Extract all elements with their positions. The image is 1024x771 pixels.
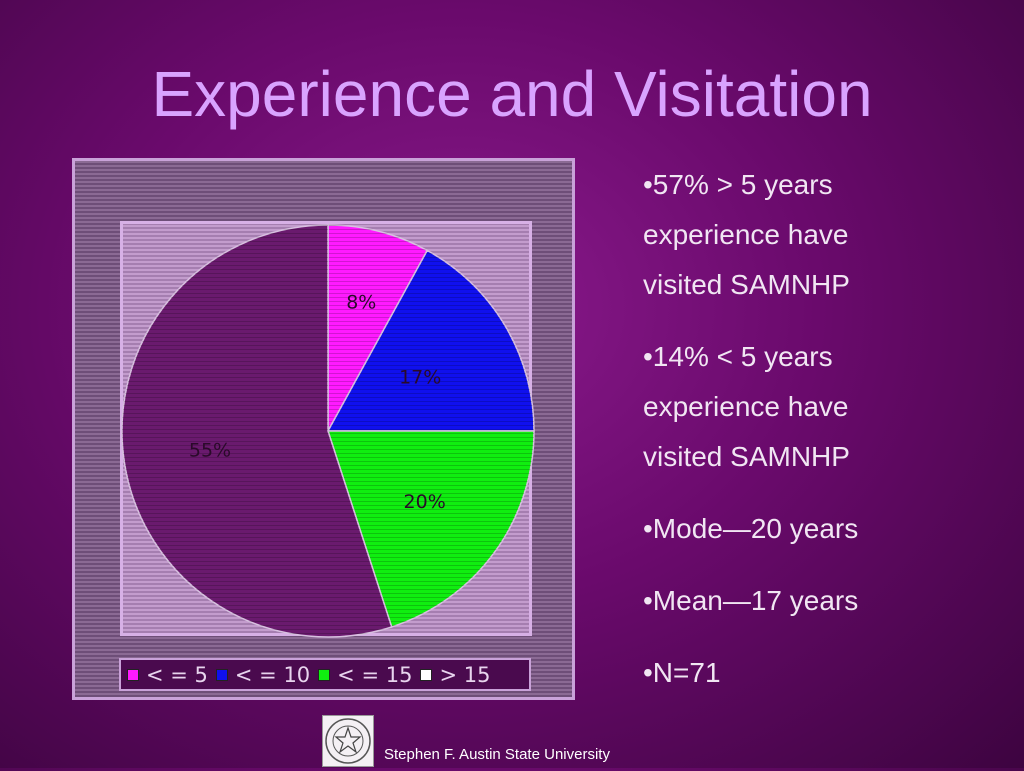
legend-item-1: < = 5	[127, 663, 208, 687]
legend-swatch-2	[215, 668, 228, 681]
footer: Stephen F. Austin State University	[322, 715, 610, 767]
bullet-list: •57% > 5 years experience have visited S…	[643, 160, 1013, 698]
chart-legend: < = 5 < = 10 < = 15 > 15	[119, 658, 531, 691]
legend-item-3: < = 15	[318, 663, 412, 687]
footer-text: Stephen F. Austin State University	[384, 746, 610, 763]
pie-label-2: 17%	[399, 366, 441, 388]
bullet-1: •57% > 5 years experience have visited S…	[643, 169, 850, 300]
pie-slice-hatch-1	[328, 225, 428, 431]
bullet-3: •Mode—20 years	[643, 513, 859, 544]
pie-slice-hatch-2	[328, 250, 534, 431]
chart-frame: 8% 17% 20% 55% < = 5 < = 10 < = 15 > 15	[72, 158, 575, 700]
legend-label-2: < = 10	[234, 662, 311, 687]
slide-title: Experience and Visitation	[151, 58, 873, 130]
legend-swatch-1	[127, 668, 139, 681]
bullet-5: •N=71	[643, 657, 721, 688]
legend-item-2: < = 10	[215, 662, 311, 687]
pie-label-4: 55%	[189, 440, 231, 462]
legend-item-4: > 15	[420, 663, 490, 687]
university-seal-icon	[322, 715, 374, 767]
legend-label-1: < = 5	[146, 662, 208, 687]
bullet-4: •Mean—17 years	[643, 585, 859, 616]
pie-slice-hatch-3	[328, 431, 534, 627]
legend-swatch-3	[318, 668, 331, 681]
pie-label-1: 8%	[346, 291, 376, 313]
legend-swatch-4	[420, 668, 433, 681]
pie-chart: 8% 17% 20% 55%	[121, 224, 535, 638]
pie-label-3: 20%	[404, 491, 446, 513]
legend-label-4: > 15	[439, 662, 491, 687]
legend-label-3: < = 15	[337, 662, 413, 687]
bullet-2: •14% < 5 years experience have visited S…	[643, 341, 850, 472]
pie-slice-hatch-4	[121, 225, 392, 637]
